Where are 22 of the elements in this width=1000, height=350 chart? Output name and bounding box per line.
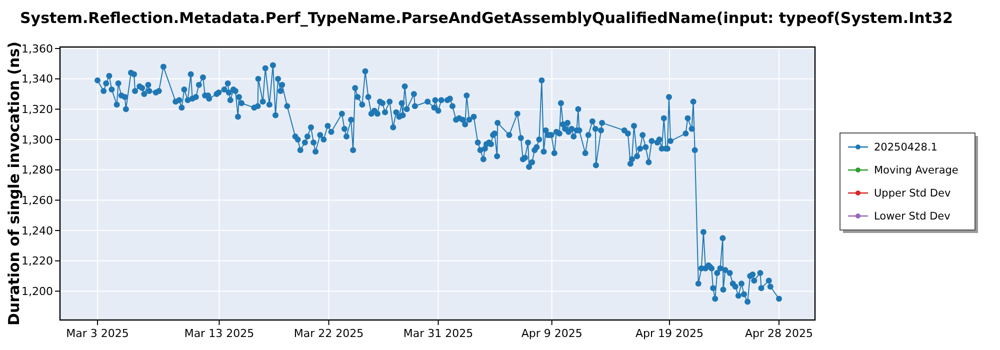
x-tick-label: Apr 28 2025 [744,327,814,340]
x-tick-label: Mar 3 2025 [66,327,129,340]
y-tick-label: 1,340 [22,72,53,86]
y-tick-label: 1,260 [22,194,53,208]
y-tick-label: 1,240 [22,224,53,238]
y-tick-label: 1,300 [22,133,53,146]
chart-title: System.Reflection.Metadata.Perf_TypeName.ParseAndGetAssemblyQualifiedName(input: typeof(System.Int32 [20,9,953,27]
legend-label: Lower Std Dev [874,210,950,223]
y-tick-label: 1,280 [22,164,53,177]
y-axis-title: Duration of single invocation (ns) [5,42,23,326]
x-tick-label: Apr 9 2025 [521,327,582,340]
y-tick-label: 1,220 [22,254,53,268]
y-tick-label: 1,200 [22,285,53,298]
x-tick-label: Mar 22 2025 [294,327,364,340]
x-tick-label: Mar 31 2025 [403,327,474,340]
legend-label: Moving Average [874,164,958,177]
y-tick-label: 1,320 [22,103,53,116]
legend-label: Upper Std Dev [874,188,951,200]
y-tick-label: 1,360 [22,42,53,56]
legend-label: 20250428.1 [874,142,938,154]
x-tick-label: Apr 19 2025 [635,327,704,340]
x-tick-label: Mar 13 2025 [184,327,254,340]
